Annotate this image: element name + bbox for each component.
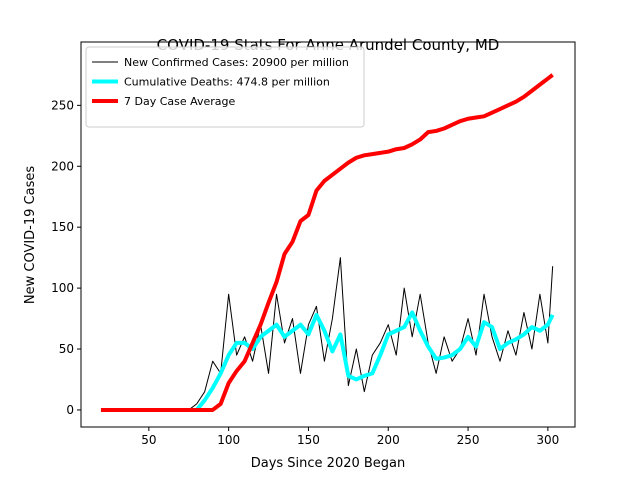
y-tick-label: 250: [51, 98, 74, 112]
y-tick-label: 100: [51, 281, 74, 295]
plot-frame: [80, 41, 576, 428]
y-tick-label: 150: [51, 220, 74, 234]
x-tick-label: 300: [536, 433, 559, 447]
y-tick-label: 50: [59, 342, 74, 356]
x-tick-label: 250: [457, 433, 480, 447]
legend-label: 7 Day Case Average: [124, 95, 236, 108]
y-axis-label: New COVID-19 Cases: [23, 166, 38, 304]
x-axis-label: Days Since 2020 Began: [251, 456, 406, 471]
series-line: [100, 73, 554, 412]
legend-label: Cumulative Deaths: 474.8 per million: [124, 76, 330, 89]
x-tick-label: 200: [377, 433, 400, 447]
legend-box: [85, 46, 365, 128]
y-tick-label: 200: [51, 159, 74, 173]
x-tick-label: 50: [141, 433, 156, 447]
legend-label: New Confirmed Cases: 20900 per million: [124, 56, 349, 69]
y-tick-label: 0: [66, 403, 74, 417]
x-tick-label: 150: [297, 433, 320, 447]
x-tick-label: 100: [217, 433, 240, 447]
